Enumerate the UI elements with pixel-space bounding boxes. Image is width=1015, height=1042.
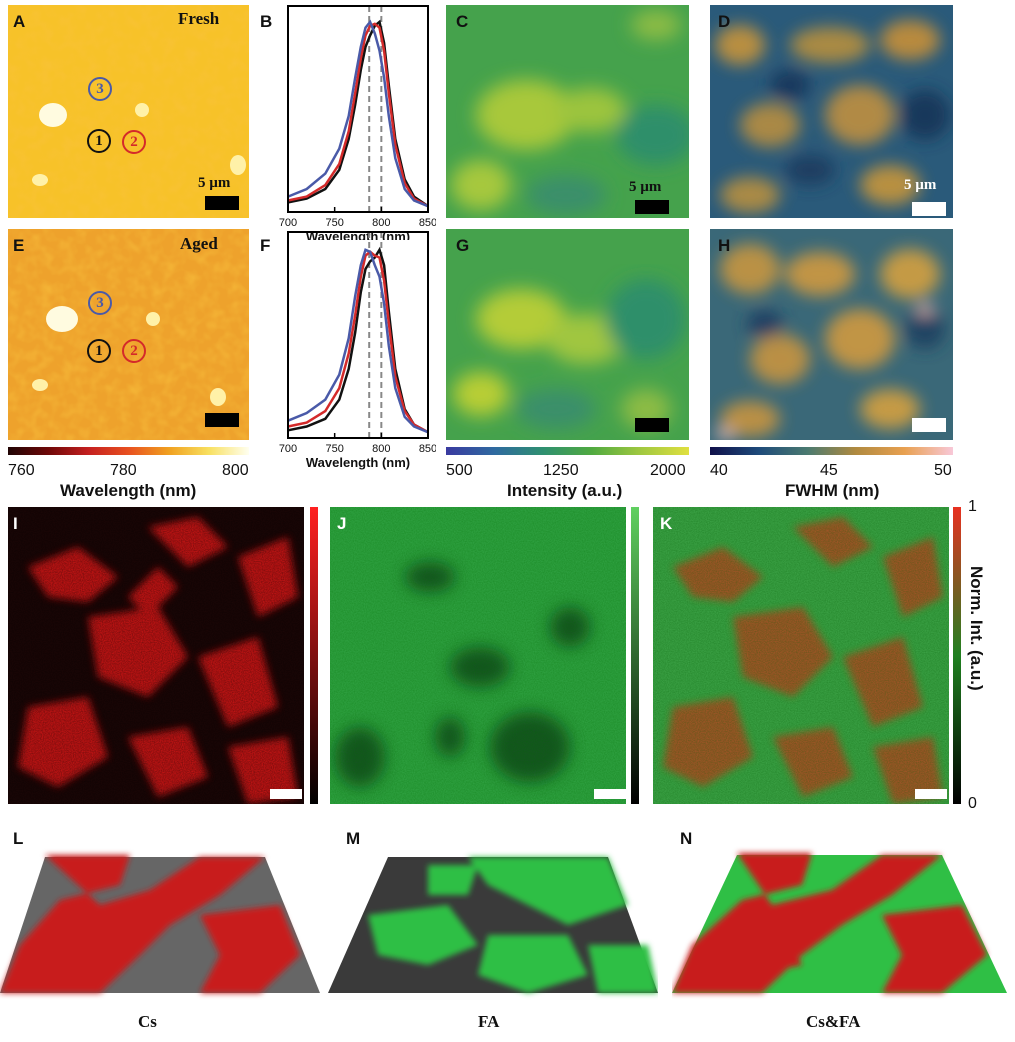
panel-label-g: G [456,236,470,255]
wavelength-colorbar [8,447,249,455]
panel-label-k: K [660,514,673,533]
scale-bar-e [205,413,239,427]
x-tick-label: 800 [372,443,390,455]
panel-b-spectrum-chart: 700 750 800 850 Wavelength (nm) [279,5,436,240]
norm-colorbar-top: 1 [968,498,977,515]
spot-2-marker: 2 [122,130,146,154]
scale-bar-j [594,789,626,799]
norm-colorbar-title: Norm. Int. (a.u.) [967,566,986,691]
caption-cs-fa: Cs&FA [806,1012,861,1031]
fwhm-colorbar-title: FWHM (nm) [785,481,880,500]
x-tick-label: 700 [279,217,297,229]
panel-e-wavelength-map [8,229,249,440]
panel-label-a: A [13,12,26,31]
scale-bar-k [915,789,947,799]
norm-colorbar-bottom: 0 [968,795,977,812]
panel-g-intensity-map [446,229,689,440]
x-tick-label: 750 [325,443,343,455]
scale-bar-i [270,789,302,799]
spectrum-series-3 [287,248,429,434]
fwhm-tick-40: 40 [710,462,728,479]
panel-label-e: E [13,236,25,255]
x-axis-label: Wavelength (nm) [306,455,410,470]
panel-k-overlay-map [653,507,949,804]
panel-label-h: H [718,236,731,255]
plot-frame [287,231,429,439]
cs-colorbar [310,507,318,804]
fa-colorbar [631,507,639,804]
spectrum-series-1 [287,246,429,434]
x-tick-label: 850 [419,443,436,455]
scale-bar-g [635,418,669,432]
intensity-tick-2000: 2000 [650,462,686,479]
panel-d-fwhm-map [710,5,953,218]
scale-bar-label: 5 µm [198,175,231,191]
panel-h-fwhm-map [710,229,953,440]
intensity-colorbar-title: Intensity (a.u.) [507,481,623,500]
spectrum-series-1 [287,19,429,208]
scale-bar-label-d: 5 µm [904,177,937,193]
caption-fa: FA [478,1012,500,1031]
panel-label-l: L [13,829,24,848]
fresh-label: Fresh [178,9,220,28]
panel-l-cs-3d [0,855,320,993]
x-tick-label: 750 [325,217,343,229]
panel-label-f: F [260,236,271,255]
scale-bar-h [912,418,946,432]
panel-m-fa-3d [328,857,658,993]
norm-colorbar [953,507,961,804]
panel-j-fa-map [330,507,626,804]
spectrum-series-3 [287,19,429,208]
spot-1-marker-aged: 1 [87,339,111,363]
fwhm-tick-50: 50 [934,462,952,479]
panel-i-cs-map [8,507,304,804]
panel-label-j: J [337,514,347,533]
spot-2-marker-aged: 2 [122,339,146,363]
panel-a-wavelength-map [8,5,249,218]
scale-bar-d [912,202,946,216]
fwhm-colorbar [710,447,953,455]
scale-bar-label-c: 5 µm [629,179,662,195]
x-axis-label: Wavelength (nm) [306,229,410,240]
panel-c-intensity-map [446,5,689,218]
spot-1-marker: 1 [87,129,111,153]
wavelength-tick-780: 780 [110,462,137,479]
spot-3-marker-aged: 3 [88,291,112,315]
wavelength-tick-760: 760 [8,462,35,479]
spot-3-marker: 3 [88,77,112,101]
panel-f-spectrum-chart: 700 750 800 850 Wavelength (nm) [279,231,436,470]
panel-n-overlay-3d [672,853,1007,993]
caption-cs: Cs [138,1012,157,1031]
scale-bar [205,196,239,210]
spectrum-series-2 [287,22,429,208]
wavelength-tick-800: 800 [222,462,249,479]
intensity-colorbar [446,447,689,455]
fwhm-tick-45: 45 [820,462,838,479]
x-tick-label: 850 [419,217,436,229]
panel-label-n: N [680,829,693,848]
scale-bar-c [635,200,669,214]
aged-label: Aged [180,234,218,253]
panel-label-b: B [260,12,273,31]
panel-label-m: M [346,829,361,848]
x-tick-label: 700 [279,443,297,455]
intensity-tick-1250: 1250 [543,462,579,479]
plot-frame [287,5,429,213]
intensity-tick-500: 500 [446,462,473,479]
panel-label-d: D [718,12,731,31]
panel-label-i: I [13,514,18,533]
wavelength-colorbar-title: Wavelength (nm) [60,481,197,500]
panel-label-c: C [456,12,469,31]
x-tick-label: 800 [372,217,390,229]
